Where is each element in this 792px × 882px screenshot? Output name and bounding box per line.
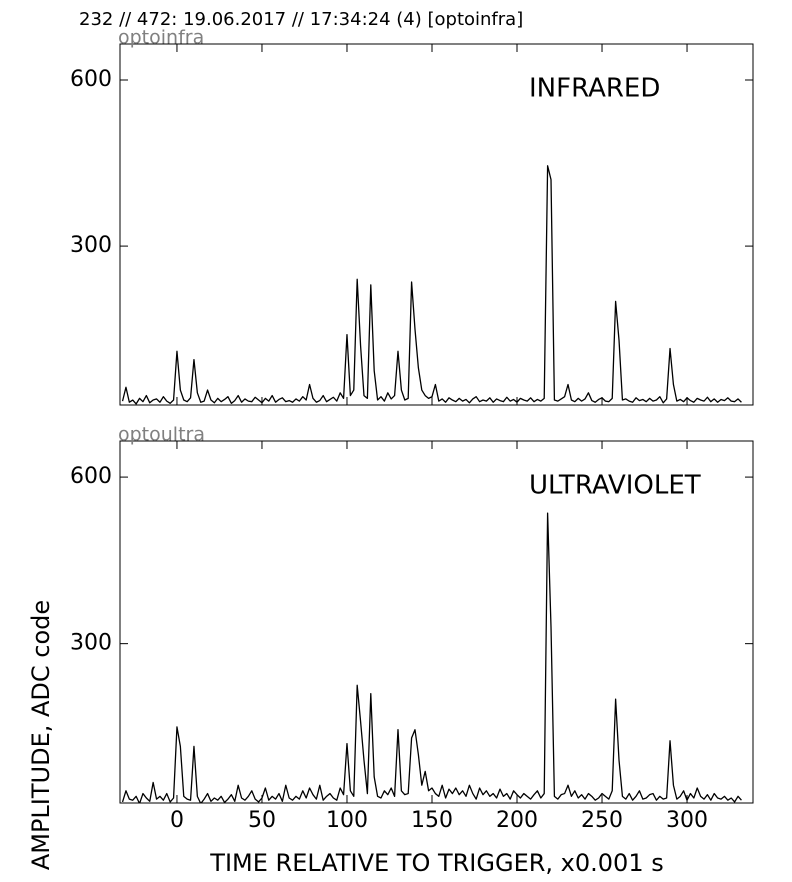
x-tick-label: 100 (326, 808, 368, 833)
plot-frame (119, 43, 754, 406)
signal-line (121, 512, 742, 803)
x-tick-label: 200 (496, 808, 538, 833)
x-tick-label: 300 (666, 808, 708, 833)
x-tick-label: 50 (248, 808, 276, 833)
y-axis-label: AMPLITUDE, ADC code (27, 600, 55, 870)
plot-frame (119, 440, 754, 804)
panel-title: INFRARED (529, 74, 660, 104)
x-tick-label: 150 (411, 808, 453, 833)
y-tick-label: 600 (70, 67, 112, 92)
y-tick-label: 300 (70, 233, 112, 258)
y-tick-label: 300 (70, 631, 112, 656)
panel-label: optoultra (118, 424, 205, 446)
x-tick-label: 0 (170, 808, 184, 833)
panel-title: ULTRAVIOLET (529, 471, 701, 501)
signal-line (121, 165, 742, 405)
panel-label: optoinfra (118, 27, 204, 49)
x-tick-label: 250 (581, 808, 623, 833)
y-tick-label: 600 (70, 464, 112, 489)
x-axis-label: TIME RELATIVE TO TRIGGER, x0.001 s (209, 849, 663, 877)
header: 232 // 472: 19.06.2017 // 17:34:24 (4) [… (79, 9, 523, 30)
